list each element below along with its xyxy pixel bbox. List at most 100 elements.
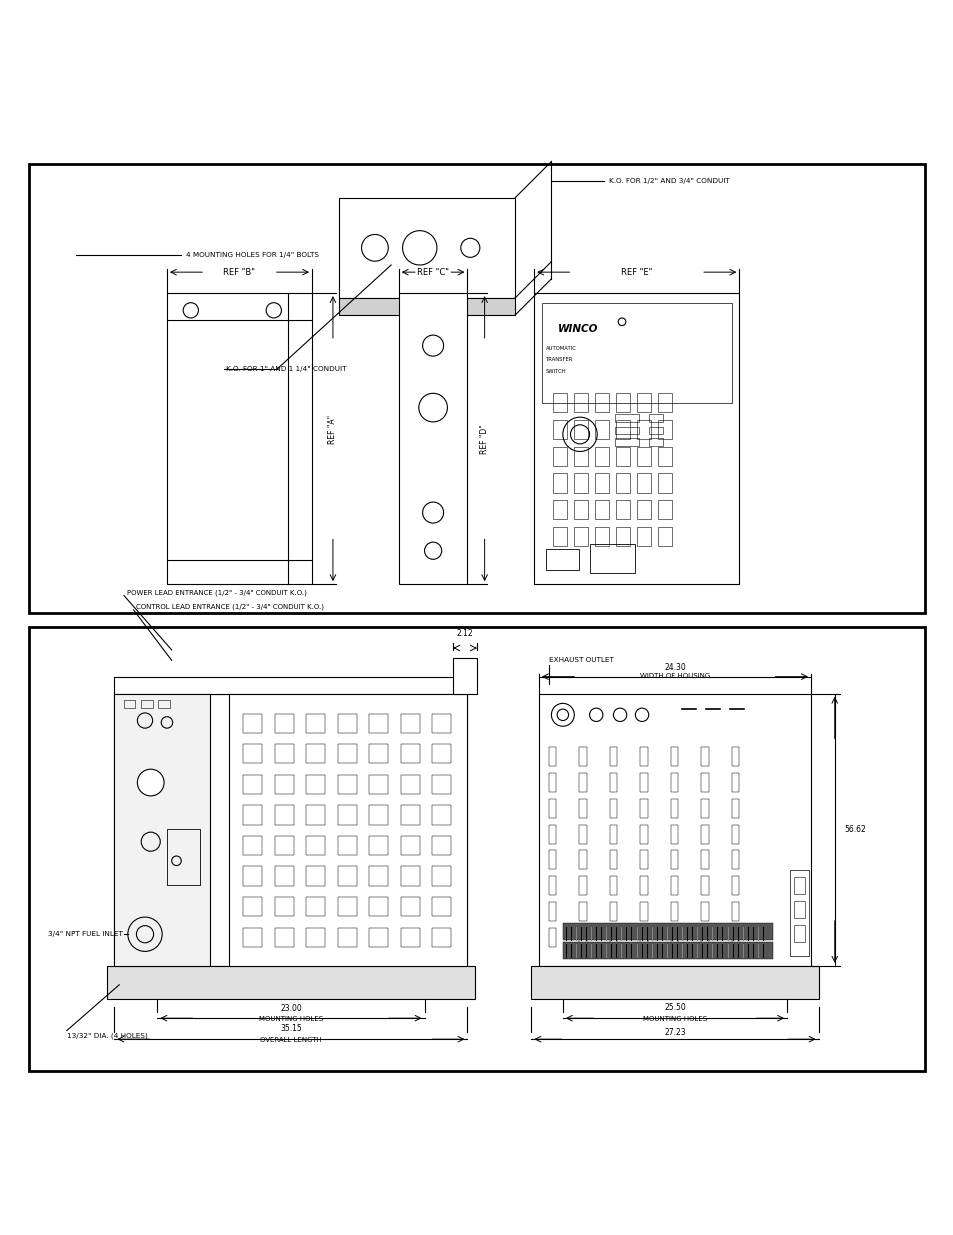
Text: 3/4" NPT FUEL INLET: 3/4" NPT FUEL INLET: [48, 931, 122, 937]
Bar: [609, 902, 617, 921]
Bar: [306, 867, 325, 885]
Bar: [243, 745, 262, 763]
Bar: [369, 897, 388, 916]
Text: REF "C": REF "C": [416, 268, 449, 277]
Bar: [432, 714, 451, 732]
Bar: [639, 799, 647, 818]
Bar: [538, 694, 810, 966]
Bar: [616, 473, 629, 493]
Bar: [243, 774, 262, 794]
Bar: [731, 747, 739, 767]
Bar: [639, 876, 647, 895]
Bar: [595, 527, 608, 546]
Bar: [589, 545, 635, 573]
Bar: [639, 850, 647, 869]
Bar: [616, 500, 629, 519]
Bar: [432, 836, 451, 855]
Text: REF "E": REF "E": [620, 268, 652, 277]
Text: WIDTH OF HOUSING: WIDTH OF HOUSING: [639, 673, 709, 679]
Bar: [670, 876, 678, 895]
Bar: [274, 774, 294, 794]
Bar: [124, 700, 135, 708]
Bar: [578, 927, 586, 947]
Bar: [548, 927, 556, 947]
Text: CONTROL LEAD ENTRANCE (1/2" - 3/4" CONDUIT K.O.): CONTROL LEAD ENTRANCE (1/2" - 3/4" CONDU…: [136, 604, 324, 610]
Bar: [609, 850, 617, 869]
Bar: [548, 825, 556, 844]
Bar: [789, 871, 808, 956]
Bar: [337, 714, 356, 732]
Bar: [609, 876, 617, 895]
Bar: [337, 927, 356, 947]
Bar: [574, 420, 587, 440]
Bar: [158, 700, 170, 708]
Bar: [562, 942, 772, 960]
Bar: [545, 548, 578, 569]
Bar: [637, 447, 650, 466]
Bar: [400, 745, 419, 763]
Bar: [615, 427, 639, 435]
Bar: [243, 927, 262, 947]
Bar: [700, 747, 708, 767]
Bar: [553, 500, 566, 519]
Bar: [731, 825, 739, 844]
Bar: [616, 527, 629, 546]
Bar: [658, 500, 671, 519]
Bar: [369, 745, 388, 763]
Bar: [369, 867, 388, 885]
Text: WINCO: WINCO: [558, 325, 598, 335]
Bar: [553, 447, 566, 466]
Bar: [400, 897, 419, 916]
Bar: [670, 799, 678, 818]
Bar: [609, 773, 617, 792]
Bar: [548, 902, 556, 921]
Bar: [114, 694, 210, 966]
Bar: [637, 500, 650, 519]
Text: 2.12: 2.12: [456, 629, 473, 638]
Bar: [609, 799, 617, 818]
Bar: [700, 825, 708, 844]
Bar: [648, 438, 662, 446]
Bar: [658, 393, 671, 412]
Bar: [337, 745, 356, 763]
Bar: [731, 902, 739, 921]
Bar: [432, 805, 451, 825]
Bar: [548, 876, 556, 895]
Bar: [400, 867, 419, 885]
Bar: [553, 527, 566, 546]
Bar: [400, 714, 419, 732]
Bar: [541, 303, 731, 403]
Bar: [274, 927, 294, 947]
Bar: [243, 836, 262, 855]
Text: AUTOMATIC: AUTOMATIC: [545, 346, 576, 351]
Bar: [595, 500, 608, 519]
Bar: [658, 447, 671, 466]
Bar: [574, 527, 587, 546]
Text: SWITCH: SWITCH: [545, 369, 566, 374]
Text: 4 MOUNTING HOLES FOR 1/4" BOLTS: 4 MOUNTING HOLES FOR 1/4" BOLTS: [186, 252, 318, 258]
Bar: [167, 293, 312, 584]
Bar: [595, 473, 608, 493]
Bar: [670, 747, 678, 767]
Bar: [274, 836, 294, 855]
Bar: [553, 473, 566, 493]
Bar: [29, 164, 924, 613]
Bar: [548, 747, 556, 767]
Bar: [578, 902, 586, 921]
Bar: [595, 420, 608, 440]
Bar: [700, 876, 708, 895]
Bar: [700, 773, 708, 792]
Bar: [578, 747, 586, 767]
Bar: [731, 850, 739, 869]
Bar: [637, 420, 650, 440]
Bar: [637, 527, 650, 546]
Bar: [578, 876, 586, 895]
Bar: [731, 799, 739, 818]
Bar: [700, 850, 708, 869]
Bar: [114, 694, 467, 966]
Bar: [29, 627, 924, 1071]
Bar: [369, 774, 388, 794]
Bar: [337, 897, 356, 916]
Text: 35.15: 35.15: [280, 1024, 301, 1034]
Bar: [107, 966, 475, 999]
